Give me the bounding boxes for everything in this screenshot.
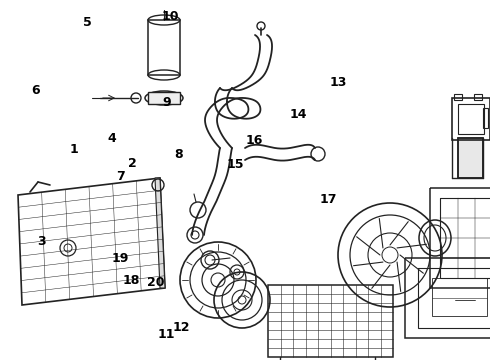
Text: 5: 5 [83,16,92,29]
Bar [458,138,483,178]
Circle shape [187,227,203,243]
Bar [432,278,487,316]
Bar [405,258,490,338]
Text: 17: 17 [319,193,337,206]
Bar [440,198,490,278]
Bar [474,94,482,100]
Polygon shape [155,178,165,288]
Bar [148,92,180,104]
Bar [418,268,490,328]
Text: 12: 12 [172,321,190,334]
Bar [458,104,484,134]
Text: 4: 4 [107,132,116,145]
Text: 18: 18 [122,274,140,287]
Text: 1: 1 [69,143,78,156]
Text: 16: 16 [245,134,263,147]
Bar [268,285,393,357]
Bar [483,108,488,128]
Text: 2: 2 [128,157,137,170]
Text: 8: 8 [174,148,183,161]
Text: 9: 9 [162,96,171,109]
Text: 14: 14 [289,108,307,121]
Text: 19: 19 [111,252,129,265]
Bar [458,138,483,178]
Bar [148,20,180,75]
Text: 13: 13 [329,76,347,89]
Text: 6: 6 [31,84,40,97]
Text: 20: 20 [147,276,165,289]
Bar [452,98,490,140]
Bar [454,94,462,100]
Text: 3: 3 [37,235,46,248]
Text: 15: 15 [226,158,244,171]
Text: 7: 7 [116,170,124,183]
Bar [430,188,490,288]
Text: 11: 11 [158,328,175,341]
Text: 10: 10 [162,10,179,23]
